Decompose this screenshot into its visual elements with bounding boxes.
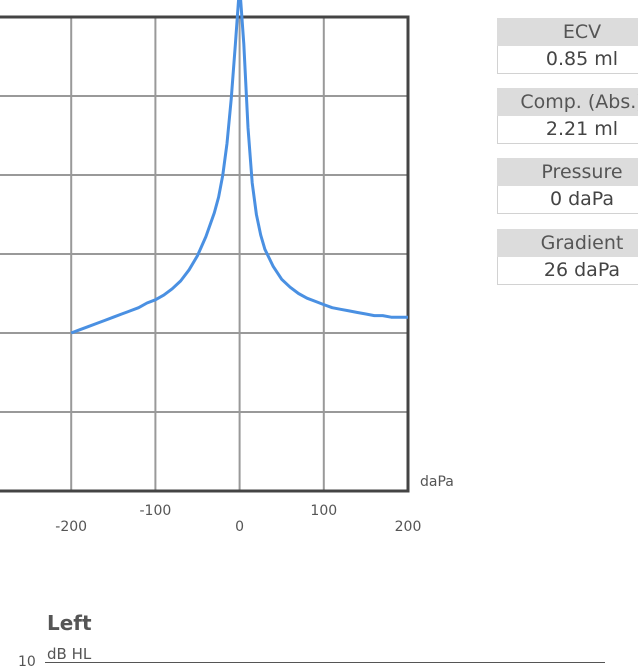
- x-tick-label-3: 100: [310, 503, 337, 519]
- left-section-unit: dB HL: [47, 645, 92, 663]
- metric-ecv-value: 0.85 ml: [497, 46, 638, 74]
- plot-frame: [0, 15, 410, 493]
- x-tick-label-4: 200: [395, 519, 422, 535]
- tympanogram-chart: -200 -100 0 100 200 daPa: [0, 0, 454, 535]
- metric-ecv: ECV 0.85 ml: [497, 18, 638, 74]
- chart-grid: [0, 17, 409, 491]
- metric-compliance-value: 2.21 ml: [497, 116, 638, 144]
- left-section-first-tick: 10: [18, 654, 36, 670]
- x-tick-label-0: -200: [55, 519, 87, 535]
- x-tick-labels: -200 -100 0 100 200: [55, 503, 421, 535]
- metric-compliance-label: Comp. (Abs.): [497, 88, 638, 116]
- metric-gradient-label: Gradient: [497, 229, 638, 257]
- metric-ecv-label: ECV: [497, 18, 638, 46]
- x-tick-label-1: -100: [140, 503, 172, 519]
- x-tick-label-2: 0: [235, 519, 244, 535]
- left-section-top-gridline: [45, 662, 605, 663]
- metric-pressure-label: Pressure: [497, 158, 638, 186]
- metric-gradient: Gradient 26 daPa: [497, 229, 638, 285]
- series-line: [70, 0, 408, 335]
- metric-gradient-value: 26 daPa: [497, 257, 638, 285]
- metric-pressure-value: 0 daPa: [497, 186, 638, 214]
- left-section-title: Left: [47, 611, 92, 635]
- metric-pressure: Pressure 0 daPa: [497, 158, 638, 214]
- metric-compliance: Comp. (Abs.) 2.21 ml: [497, 88, 638, 144]
- x-axis-label: daPa: [420, 474, 454, 490]
